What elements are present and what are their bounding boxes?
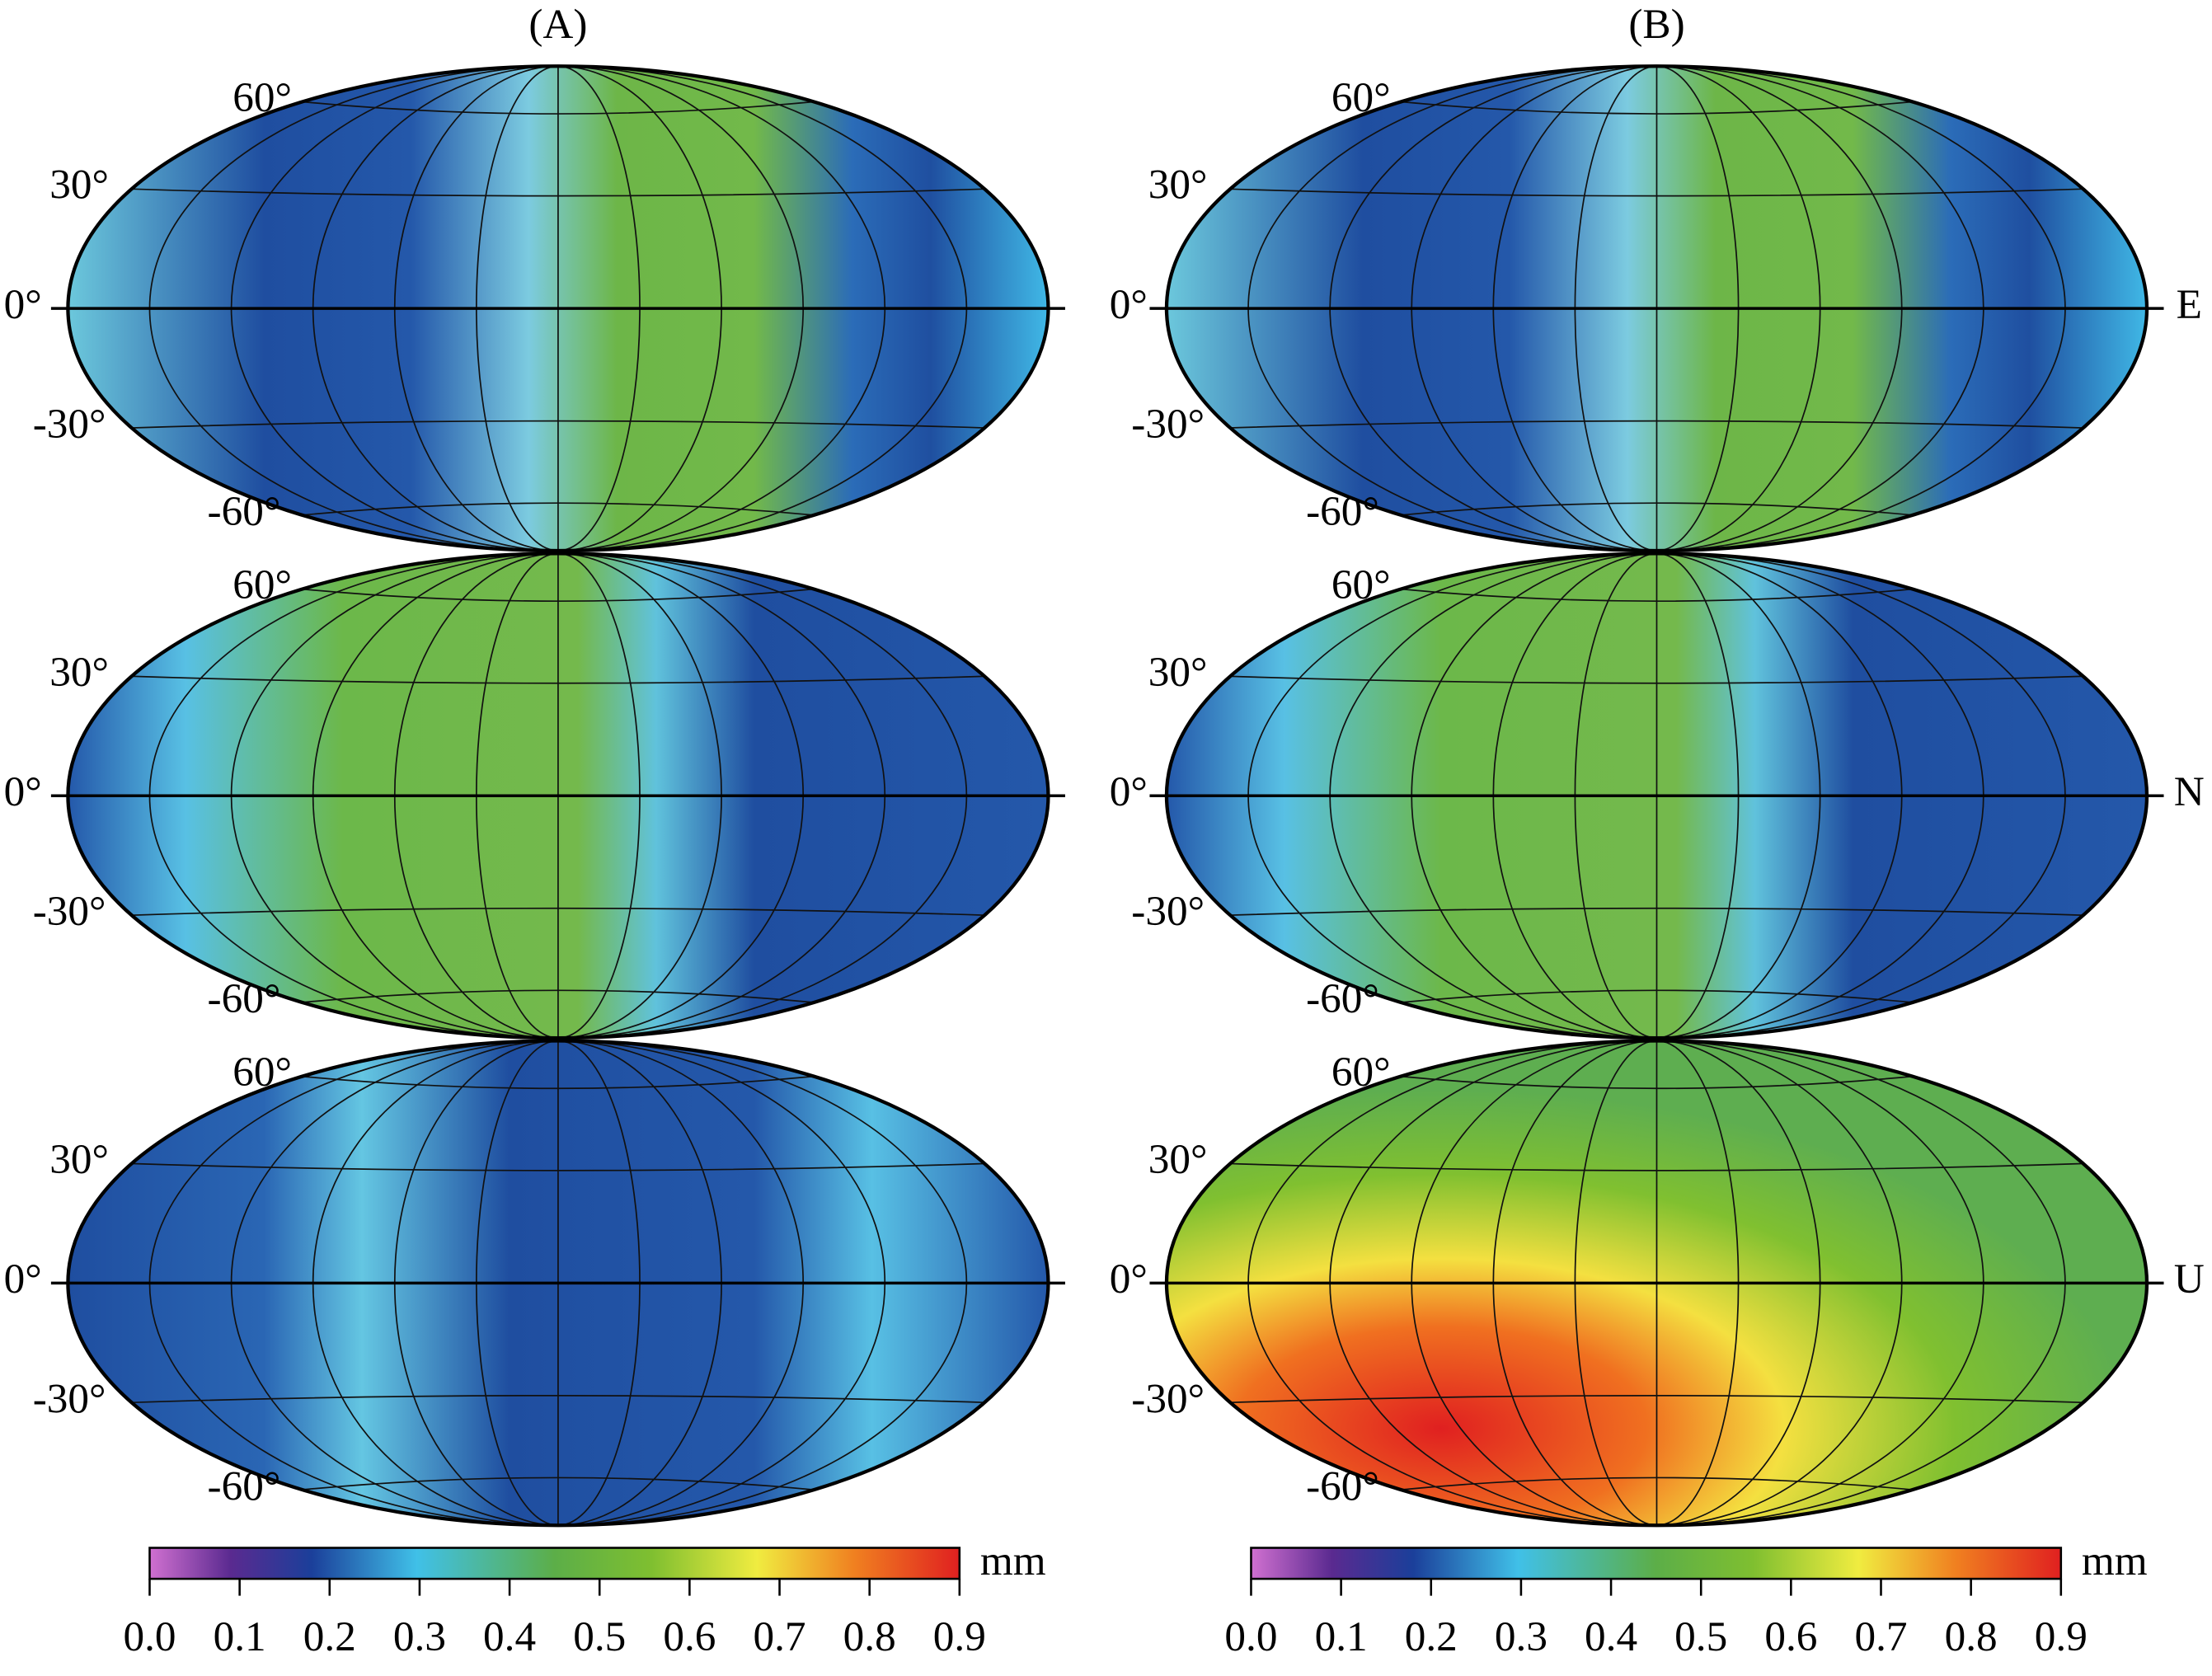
parallel [123, 1162, 993, 1171]
parallel [298, 101, 818, 115]
component-label: N [2174, 768, 2205, 815]
colorbar-tick-label: 0.4 [1585, 1613, 1637, 1660]
colorbar-tick-label: 0.1 [1315, 1613, 1368, 1660]
lat-label: 30° [49, 162, 109, 209]
parallel [1397, 1476, 1917, 1491]
lat-label: 0° [1110, 768, 1148, 815]
lat-label: 60° [232, 1049, 292, 1096]
parallel [123, 188, 993, 197]
parallel [298, 588, 818, 603]
colorbar-tick-label: 0.0 [1224, 1613, 1277, 1660]
colorbar-tick-label: 0.9 [2035, 1613, 2088, 1660]
component-label: U [2174, 1256, 2205, 1303]
colorbar-unit: mm [980, 1538, 1046, 1584]
lat-label: 30° [49, 649, 109, 696]
component-label: E [2177, 281, 2202, 328]
parallel [1222, 420, 2092, 430]
parallel [1222, 188, 2092, 197]
lat-label: -60° [1306, 488, 1379, 535]
parallel [1222, 1395, 2092, 1404]
lat-label: -60° [208, 488, 281, 535]
lat-label: -60° [208, 1462, 281, 1509]
lat-label: -30° [33, 1375, 106, 1422]
colorbar-tick-label: 0.2 [303, 1613, 356, 1660]
panel-title: (B) [1628, 1, 1684, 48]
parallel [1222, 675, 2092, 684]
colorbar-tick-label: 0.9 [933, 1613, 986, 1660]
lat-label: 60° [1331, 74, 1391, 121]
colorbar-tick-label: 0.7 [753, 1613, 805, 1660]
lat-label: -60° [1306, 975, 1379, 1022]
colorbar [1250, 1547, 2063, 1580]
colorbar-unit: mm [2082, 1538, 2148, 1584]
parallel [298, 502, 818, 517]
lat-label: -60° [1306, 1462, 1379, 1509]
lat-label: -30° [1131, 401, 1205, 448]
parallel [1397, 1075, 1917, 1090]
colorbar-tick-label: 0.8 [843, 1613, 896, 1660]
colorbar-tick-label: 0.8 [1945, 1613, 1998, 1660]
lat-label: 30° [1148, 649, 1208, 696]
lat-label: -30° [33, 888, 106, 935]
lat-label: 30° [1148, 162, 1208, 209]
lat-label: 60° [1331, 1049, 1391, 1096]
colorbar-tick-label: 0.2 [1405, 1613, 1458, 1660]
panel-title: (A) [528, 1, 587, 48]
parallel [1397, 989, 1917, 1004]
parallel [1222, 907, 2092, 917]
lat-label: 30° [49, 1136, 109, 1183]
lat-label: 60° [232, 74, 292, 121]
parallel [298, 1075, 818, 1090]
parallel [1397, 502, 1917, 517]
parallel [123, 420, 993, 430]
colorbar-tick-label: 0.5 [573, 1613, 626, 1660]
lat-label: 0° [1110, 281, 1148, 328]
colorbar-tick-label: 0.3 [1495, 1613, 1547, 1660]
lat-label: 0° [1110, 1256, 1148, 1303]
lat-label: 60° [1331, 561, 1391, 608]
colorbar-tick-label: 0.6 [1764, 1613, 1817, 1660]
colorbar [148, 1547, 961, 1580]
lat-label: -30° [33, 401, 106, 448]
colorbar-tick-label: 0.6 [663, 1613, 716, 1660]
parallel [123, 675, 993, 684]
parallel [298, 989, 818, 1004]
lat-label: -30° [1131, 888, 1205, 935]
lat-label: 60° [232, 561, 292, 608]
colorbar-tick-label: 0.7 [1854, 1613, 1907, 1660]
parallel [298, 1476, 818, 1491]
lat-label: 0° [4, 1256, 42, 1303]
colorbar-tick-label: 0.3 [393, 1613, 446, 1660]
lat-label: -30° [1131, 1375, 1205, 1422]
colorbar-tick-label: 0.5 [1674, 1613, 1727, 1660]
lat-label: -60° [208, 975, 281, 1022]
parallel [1222, 1162, 2092, 1171]
colorbar-tick-label: 0.1 [214, 1613, 266, 1660]
parallel [1397, 588, 1917, 603]
lat-label: 30° [1148, 1136, 1208, 1183]
lat-label: 0° [4, 768, 42, 815]
parallel [123, 1395, 993, 1404]
lat-label: 0° [4, 281, 42, 328]
colorbar-tick-label: 0.0 [123, 1613, 176, 1660]
parallel [1397, 101, 1917, 115]
parallel [123, 907, 993, 917]
colorbar-tick-label: 0.4 [483, 1613, 536, 1660]
